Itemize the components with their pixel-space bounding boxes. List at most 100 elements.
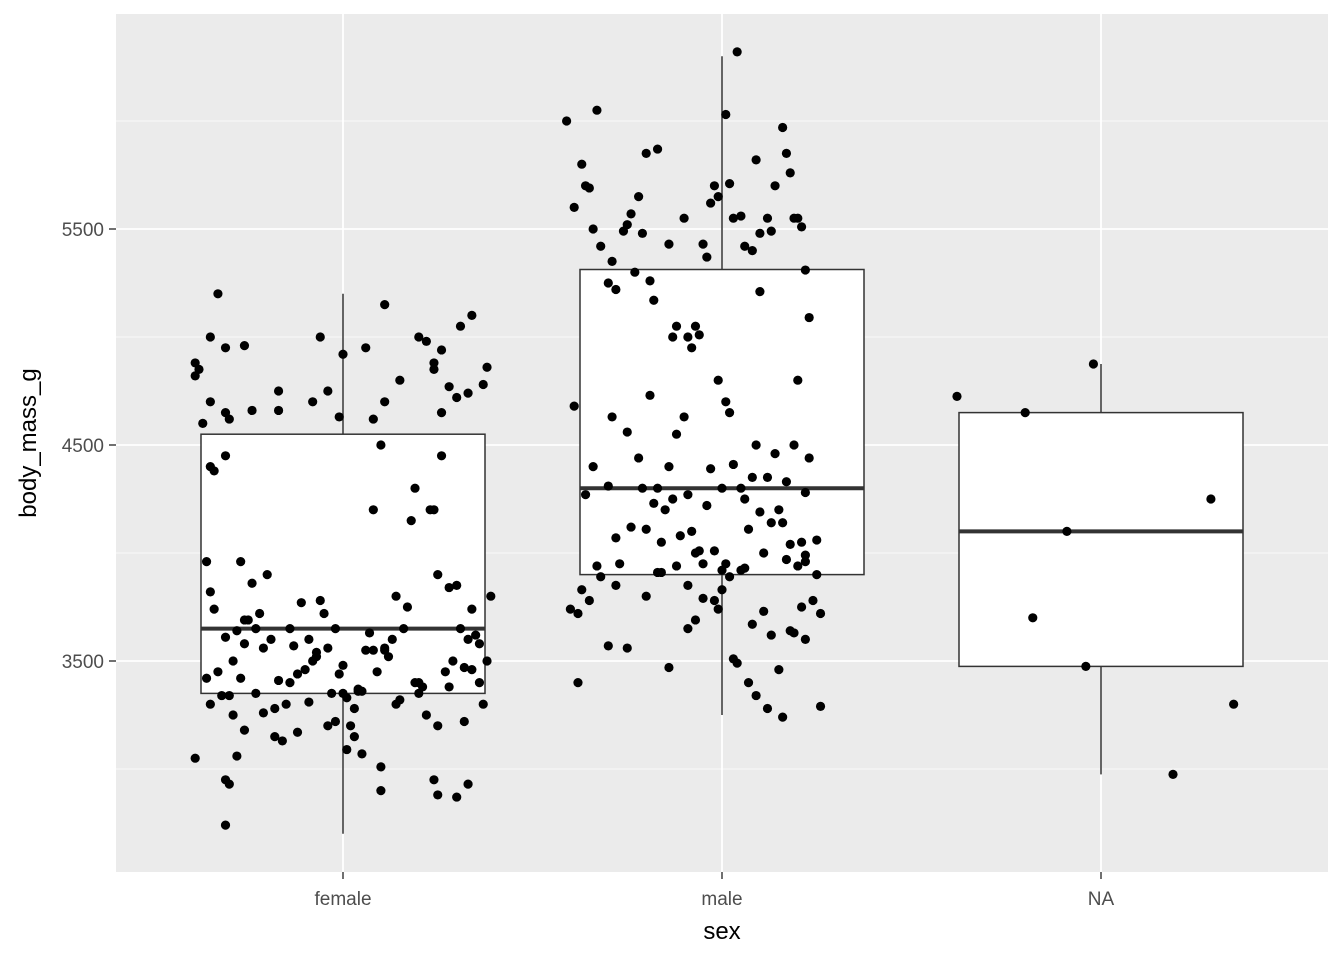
data-point-male	[740, 241, 750, 251]
data-point-NA	[1028, 613, 1038, 623]
data-point-female	[478, 379, 488, 390]
data-point-male	[683, 624, 693, 634]
data-point-male	[611, 533, 621, 543]
data-point-male	[698, 239, 708, 249]
data-point-male	[766, 226, 776, 236]
iqr-box	[958, 411, 1244, 668]
data-point-female	[201, 673, 212, 683]
data-point-male	[698, 559, 708, 569]
data-point-male	[622, 220, 632, 230]
data-point-male	[800, 557, 810, 567]
data-point-male	[656, 537, 666, 547]
boxes	[200, 56, 1244, 834]
data-point-female	[421, 336, 431, 346]
data-point-female	[247, 405, 257, 416]
data-point-male	[562, 116, 572, 126]
data-point-female	[486, 591, 496, 601]
data-point-male	[751, 155, 761, 165]
data-point-male	[736, 483, 746, 493]
data-point-male	[690, 321, 701, 331]
data-point-male	[800, 550, 810, 560]
data-point-male	[751, 440, 761, 450]
data-point-female	[429, 775, 439, 785]
data-point-male	[671, 561, 682, 571]
x-tick-label: NA	[1088, 889, 1115, 910]
data-point-female	[251, 624, 261, 634]
data-point-male	[743, 678, 754, 688]
data-point-male	[747, 246, 757, 256]
data-point-male	[664, 662, 674, 673]
data-point-female	[239, 341, 250, 351]
data-point-female	[444, 682, 454, 692]
data-point-male	[766, 518, 776, 528]
data-point-male	[793, 561, 803, 571]
data-point-male	[652, 144, 663, 154]
data-point-male	[732, 658, 742, 668]
data-point-male	[770, 181, 780, 191]
data-point-female	[315, 332, 325, 342]
data-point-female	[399, 624, 409, 634]
iqr-box	[200, 433, 486, 695]
data-point-female	[455, 624, 466, 634]
data-point-male	[721, 397, 731, 407]
data-point-female	[471, 630, 481, 640]
data-point-male	[751, 690, 761, 701]
data-point-female	[243, 615, 253, 625]
data-point-female	[273, 675, 284, 686]
data-point-female	[380, 645, 390, 655]
data-point-male	[588, 462, 598, 472]
data-point-male	[573, 608, 583, 619]
data-point-male	[747, 472, 757, 482]
data-point-female	[452, 792, 462, 802]
data-point-male	[690, 615, 701, 625]
data-point-female	[213, 289, 223, 299]
data-point-NA	[1062, 526, 1072, 537]
data-point-male	[687, 526, 697, 537]
data-point-male	[611, 580, 621, 591]
data-point-female	[258, 643, 269, 653]
data-point-female	[273, 405, 284, 416]
data-point-male	[774, 665, 784, 675]
data-point-male	[679, 213, 689, 223]
data-point-male	[785, 168, 795, 178]
data-point-female	[220, 632, 231, 642]
data-point-female	[194, 364, 204, 374]
data-point-female	[247, 578, 257, 588]
data-point-female	[224, 779, 234, 789]
data-point-female	[467, 310, 477, 320]
data-point-female	[448, 656, 458, 666]
data-point-female	[467, 604, 477, 614]
box-NA	[958, 364, 1244, 775]
data-point-male	[800, 265, 810, 275]
data-point-male	[683, 490, 693, 500]
data-point-female	[436, 451, 447, 461]
data-point-male	[740, 494, 750, 504]
data-point-female	[406, 516, 416, 526]
data-point-female	[285, 678, 295, 688]
y-axis: 3500 4500 5500	[62, 220, 116, 673]
data-point-female	[236, 557, 246, 567]
data-point-female	[459, 716, 469, 727]
data-point-female	[330, 716, 341, 727]
data-point-male	[664, 462, 674, 472]
data-point-female	[209, 604, 219, 614]
data-point-female	[433, 790, 443, 800]
data-point-male	[607, 256, 617, 266]
data-point-male	[766, 630, 776, 640]
data-point-NA	[1206, 494, 1216, 504]
data-point-female	[300, 665, 310, 675]
data-point-female	[376, 762, 386, 772]
data-point-male	[649, 295, 659, 305]
data-point-female	[349, 732, 359, 742]
data-point-female	[338, 688, 348, 699]
y-tick-label: 5500	[62, 220, 104, 241]
data-point-male	[732, 47, 742, 57]
data-point-female	[281, 699, 291, 709]
data-point-male	[815, 608, 826, 619]
y-axis-title: body_mass_g	[15, 368, 42, 517]
data-point-male	[728, 213, 738, 223]
data-point-male	[596, 572, 606, 582]
data-point-female	[270, 732, 280, 742]
data-point-male	[652, 483, 663, 493]
data-point-male	[580, 490, 591, 500]
